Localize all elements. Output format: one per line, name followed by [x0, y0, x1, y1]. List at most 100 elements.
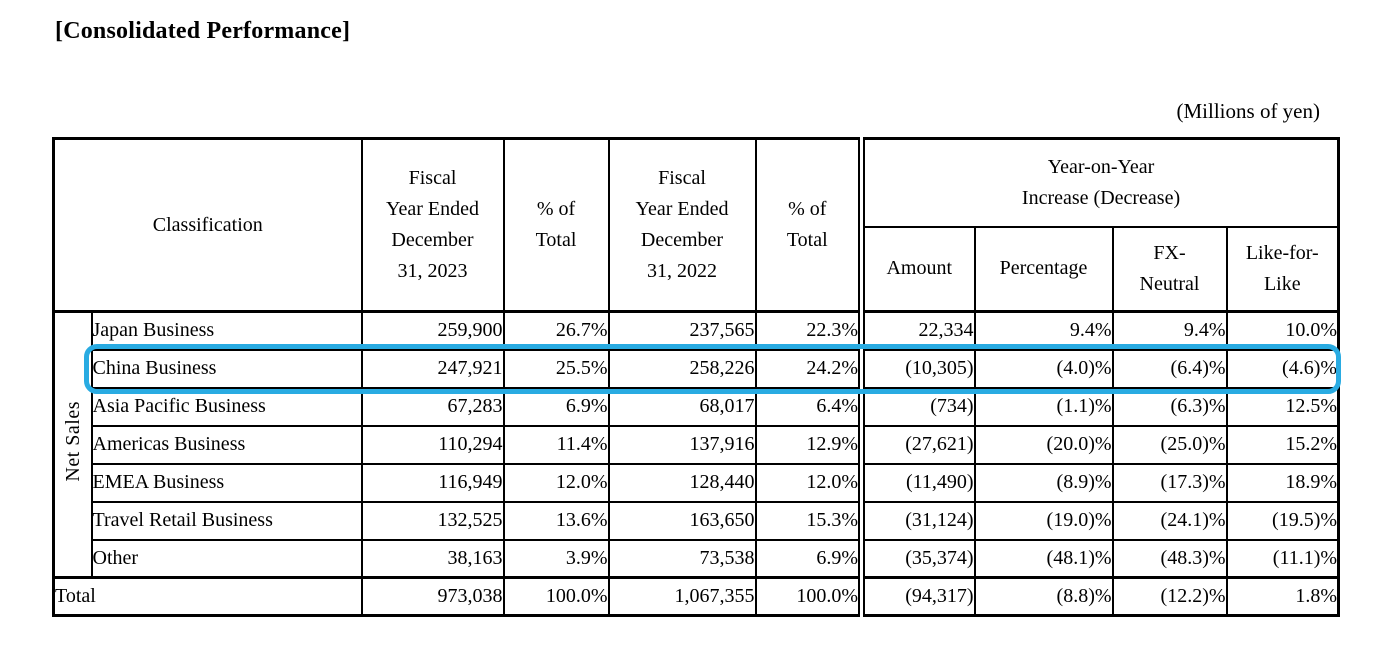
- cell-fx: (24.1)%: [1111, 500, 1228, 541]
- row-label: EMEA Business: [90, 462, 363, 503]
- cell-fy2023: 67,283: [360, 386, 505, 427]
- cell-fy2023: 247,921: [360, 348, 505, 389]
- cell-amount: (27,621): [858, 424, 976, 465]
- cell-fy2023: 973,038: [360, 576, 505, 617]
- consolidated-performance-table: Classification Fiscal Year Ended Decembe…: [52, 137, 1341, 617]
- header-yoy-group: Year-on-Year Increase (Decrease): [858, 137, 1340, 228]
- total-label: Total: [52, 576, 363, 617]
- cell-percentage: (4.0)%: [973, 348, 1114, 389]
- cell-fy2022: 237,565: [607, 310, 757, 351]
- cell-fy2023: 259,900: [360, 310, 505, 351]
- table-row-asia-pacific: Asia Pacific Business 67,283 6.9% 68,017…: [54, 386, 1340, 427]
- row-label: China Business: [90, 348, 363, 389]
- cell-amount: 22,334: [858, 310, 976, 351]
- cell-percentage: 9.4%: [973, 310, 1114, 351]
- cell-fy2022: 137,916: [607, 424, 757, 465]
- row-label: Asia Pacific Business: [90, 386, 363, 427]
- table-row-total: Total 973,038 100.0% 1,067,355 100.0% (9…: [52, 576, 1340, 617]
- cell-amount: (31,124): [858, 500, 976, 541]
- cell-pct2022: 24.2%: [754, 348, 863, 389]
- table-row-japan: Net Sales Japan Business 259,900 26.7% 2…: [52, 310, 1340, 579]
- cell-amount: (35,374): [858, 538, 976, 579]
- cell-pct2023: 26.7%: [502, 310, 610, 351]
- row-label: Japan Business: [90, 310, 363, 351]
- header-row-2: Amount Percentage FX- Neutral Like-for- …: [54, 225, 1340, 313]
- cell-lfl: (4.6)%: [1225, 348, 1340, 389]
- cell-pct2023: 13.6%: [502, 500, 610, 541]
- table-row-travel-retail: Travel Retail Business 132,525 13.6% 163…: [54, 500, 1340, 541]
- cell-fy2023: 110,294: [360, 424, 505, 465]
- cell-percentage: (8.8)%: [973, 576, 1114, 617]
- header-classification: Classification: [52, 137, 363, 313]
- cell-fx: (25.0)%: [1111, 424, 1228, 465]
- header-percentage: Percentage: [973, 225, 1114, 313]
- cell-fx: (6.3)%: [1111, 386, 1228, 427]
- cell-fx: (6.4)%: [1111, 348, 1228, 389]
- cell-lfl: (11.1)%: [1225, 538, 1340, 579]
- table-row-other: Other 38,163 3.9% 73,538 6.9% (35,374) (…: [54, 538, 1340, 579]
- page-title: [Consolidated Performance]: [55, 18, 351, 44]
- cell-fy2022: 68,017: [607, 386, 757, 427]
- cell-fy2023: 38,163: [360, 538, 505, 579]
- cell-fy2022: 73,538: [607, 538, 757, 579]
- cell-pct2022: 12.9%: [754, 424, 863, 465]
- cell-fx: 9.4%: [1111, 310, 1228, 351]
- cell-pct2023: 100.0%: [502, 576, 610, 617]
- cell-lfl: 1.8%: [1225, 576, 1340, 617]
- cell-percentage: (1.1)%: [973, 386, 1114, 427]
- header-like-for-like: Like-for- Like: [1225, 225, 1340, 313]
- header-row-1: Classification Fiscal Year Ended Decembe…: [52, 137, 1340, 313]
- cell-amount: (734): [858, 386, 976, 427]
- cell-percentage: (19.0)%: [973, 500, 1114, 541]
- cell-lfl: 10.0%: [1225, 310, 1340, 351]
- cell-pct2023: 12.0%: [502, 462, 610, 503]
- table-header: Classification Fiscal Year Ended Decembe…: [52, 137, 1340, 313]
- row-label: Travel Retail Business: [90, 500, 363, 541]
- table-row-china: China Business 247,921 25.5% 258,226 24.…: [54, 348, 1340, 389]
- cell-percentage: (48.1)%: [973, 538, 1114, 579]
- cell-percentage: (8.9)%: [973, 462, 1114, 503]
- cell-amount: (94,317): [858, 576, 976, 617]
- cell-pct2022: 100.0%: [754, 576, 863, 617]
- cell-pct2023: 11.4%: [502, 424, 610, 465]
- header-fy2022: Fiscal Year Ended December 31, 2022: [607, 137, 757, 313]
- row-label: Other: [90, 538, 363, 579]
- header-fx-neutral: FX- Neutral: [1111, 225, 1228, 313]
- cell-fy2022: 128,440: [607, 462, 757, 503]
- cell-fy2022: 163,650: [607, 500, 757, 541]
- cell-fx: (17.3)%: [1111, 462, 1228, 503]
- cell-lfl: (19.5)%: [1225, 500, 1340, 541]
- row-label: Americas Business: [90, 424, 363, 465]
- table-body: Net Sales Japan Business 259,900 26.7% 2…: [52, 310, 1340, 617]
- net-sales-group-cell: Net Sales: [52, 310, 93, 579]
- cell-fy2023: 132,525: [360, 500, 505, 541]
- cell-pct2022: 15.3%: [754, 500, 863, 541]
- table-row-emea: EMEA Business 116,949 12.0% 128,440 12.0…: [54, 462, 1340, 503]
- cell-pct2022: 6.4%: [754, 386, 863, 427]
- cell-percentage: (20.0)%: [973, 424, 1114, 465]
- cell-fy2022: 258,226: [607, 348, 757, 389]
- cell-lfl: 18.9%: [1225, 462, 1340, 503]
- header-pct-total-2023: % of Total: [502, 137, 610, 313]
- cell-pct2023: 3.9%: [502, 538, 610, 579]
- cell-fx: (48.3)%: [1111, 538, 1228, 579]
- net-sales-label: Net Sales: [61, 401, 84, 482]
- header-pct-total-2022: % of Total: [754, 137, 863, 313]
- cell-pct2022: 6.9%: [754, 538, 863, 579]
- cell-lfl: 12.5%: [1225, 386, 1340, 427]
- cell-amount: (10,305): [858, 348, 976, 389]
- units-note: (Millions of yen): [1176, 99, 1320, 123]
- cell-lfl: 15.2%: [1225, 424, 1340, 465]
- cell-pct2023: 6.9%: [502, 386, 610, 427]
- header-fy2023: Fiscal Year Ended December 31, 2023: [360, 137, 505, 313]
- cell-amount: (11,490): [858, 462, 976, 503]
- table-row-americas: Americas Business 110,294 11.4% 137,916 …: [54, 424, 1340, 465]
- cell-fy2023: 116,949: [360, 462, 505, 503]
- cell-pct2022: 12.0%: [754, 462, 863, 503]
- cell-pct2022: 22.3%: [754, 310, 863, 351]
- cell-fx: (12.2)%: [1111, 576, 1228, 617]
- header-amount: Amount: [858, 225, 976, 313]
- cell-pct2023: 25.5%: [502, 348, 610, 389]
- cell-fy2022: 1,067,355: [607, 576, 757, 617]
